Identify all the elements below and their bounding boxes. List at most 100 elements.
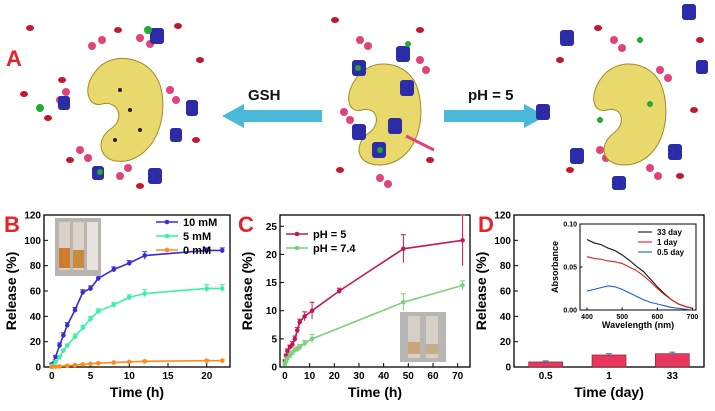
B-data-point — [72, 362, 78, 368]
B-x-tick-label: 5 — [88, 371, 94, 382]
panel-b-vial-photo — [55, 218, 101, 276]
C-legend-label: pH = 5 — [313, 229, 346, 241]
B-data-point — [95, 276, 101, 281]
B-y-tick-label: 100 — [24, 236, 41, 247]
gsh-arrow: GSH — [222, 87, 322, 128]
B-data-point — [111, 302, 117, 308]
panel-b-x-axis-label: Time (h) — [110, 384, 164, 400]
panel-d-x-axis-label: Time (day) — [574, 384, 644, 400]
C-y-tick-label: 0 — [271, 363, 277, 374]
panel-d-chart: D 0 20 40 60 80 100 120 0.5 1 33 Time (day) Relea… — [473, 211, 705, 400]
D-y-tick-label: 0 — [505, 363, 511, 374]
C-y-tick-label: 10 — [266, 306, 278, 317]
C-y-tick-label: 5 — [271, 334, 277, 345]
B-data-point — [219, 358, 225, 363]
B-y-tick-label: 0 — [35, 363, 41, 374]
B-data-point — [204, 286, 210, 291]
C-x-tick-label: 0 — [282, 371, 288, 382]
B-data-point — [57, 354, 62, 360]
C-data-point — [292, 336, 298, 342]
B-data-point — [142, 291, 148, 296]
B-data-point — [126, 260, 132, 266]
D-y-tick-label: 120 — [494, 211, 511, 222]
panel-b-label: B — [4, 212, 20, 237]
B-data-point — [95, 308, 101, 314]
C-data-point — [401, 246, 406, 252]
panel-c-x-axis-label: Time (h) — [348, 384, 402, 400]
B-data-point — [53, 359, 58, 365]
D-y-tick-label: 80 — [500, 261, 512, 272]
B-data-point — [49, 364, 55, 370]
B-data-point — [95, 360, 101, 366]
B-x-tick-label: 15 — [162, 371, 174, 382]
B-data-point — [64, 322, 70, 328]
Di-x-tick-label: 400 — [581, 314, 593, 321]
panel-a-label: A — [6, 46, 22, 71]
C-data-point — [297, 344, 303, 350]
B-data-point — [204, 248, 210, 253]
left-nanostructure-illustration — [20, 23, 204, 189]
C-data-point — [297, 319, 303, 325]
Di-y-tick-label: 0.05 — [563, 264, 577, 271]
C-legend-marker — [294, 245, 300, 251]
Di-legend-label: 33 day — [657, 228, 682, 237]
B-data-point — [204, 358, 210, 363]
inset-x-axis-label: Wavelength (nm) — [602, 320, 674, 330]
panel-b-y-axis-label: Release (%) — [3, 252, 19, 331]
panel-c-chart: C 0 10 20 30 40 50 60 70 0 5 10 15 20 25 pH = 5 pH = 7… — [238, 212, 471, 400]
C-data-point — [336, 288, 342, 294]
B-data-point — [88, 316, 93, 322]
C-data-point — [401, 299, 406, 305]
C-y-tick-label: 25 — [266, 222, 278, 233]
B-data-point — [126, 295, 132, 300]
B-data-point — [57, 343, 62, 348]
B-data-point — [53, 354, 58, 360]
B-legend-label: 10 mM — [183, 217, 217, 229]
B-y-tick-label: 60 — [30, 287, 42, 298]
C-data-point — [302, 341, 307, 346]
B-y-tick-label: 20 — [30, 337, 42, 348]
D-x-tick-label: 0.5 — [539, 371, 553, 382]
B-data-point — [142, 253, 148, 258]
C-data-point — [285, 348, 290, 354]
C-x-tick-label: 30 — [353, 371, 365, 382]
Di-x-tick-label: 600 — [651, 314, 663, 321]
panel-d-y-axis-label: Release (%) — [473, 252, 489, 331]
B-data-point — [64, 343, 70, 348]
C-data-point — [290, 342, 295, 347]
C-x-tick-label: 10 — [304, 371, 316, 382]
Di-x-tick-label: 700 — [687, 314, 699, 321]
C-data-point — [294, 328, 300, 333]
Di-legend-label: 1 day — [657, 238, 678, 247]
B-data-point — [88, 286, 93, 291]
panel-d-label: D — [478, 212, 494, 237]
gsh-arrow-label: GSH — [248, 87, 281, 104]
ph5-arrow-label: pH = 5 — [468, 87, 513, 104]
D-y-tick-label: 100 — [494, 236, 511, 247]
D-x-tick-label: 33 — [667, 371, 679, 382]
B-data-point — [72, 307, 78, 313]
panel-c-label: C — [238, 212, 254, 237]
B-data-point — [219, 286, 225, 291]
C-y-tick-label: 20 — [266, 250, 278, 261]
B-data-point — [72, 334, 78, 339]
Di-y-tick-label: 0.10 — [563, 221, 577, 228]
B-data-point — [111, 360, 117, 365]
B-x-tick-label: 20 — [201, 371, 213, 382]
panel-c-y-axis-label: Release (%) — [239, 252, 255, 331]
B-data-point — [80, 362, 86, 367]
C-x-tick-label: 60 — [427, 371, 439, 382]
B-legend-marker — [164, 247, 170, 253]
Di-legend-label: 0.5 day — [657, 248, 685, 257]
B-series-line-2 — [51, 359, 223, 368]
D-y-tick-label: 20 — [500, 337, 512, 348]
B-data-point — [80, 325, 86, 331]
B-legend-marker — [164, 233, 170, 239]
C-x-tick-label: 40 — [378, 371, 390, 382]
D-y-tick-label: 60 — [500, 287, 512, 298]
B-data-point — [57, 364, 62, 369]
D-x-tick-label: 1 — [606, 371, 612, 382]
Di-series-line-2 — [586, 285, 693, 311]
